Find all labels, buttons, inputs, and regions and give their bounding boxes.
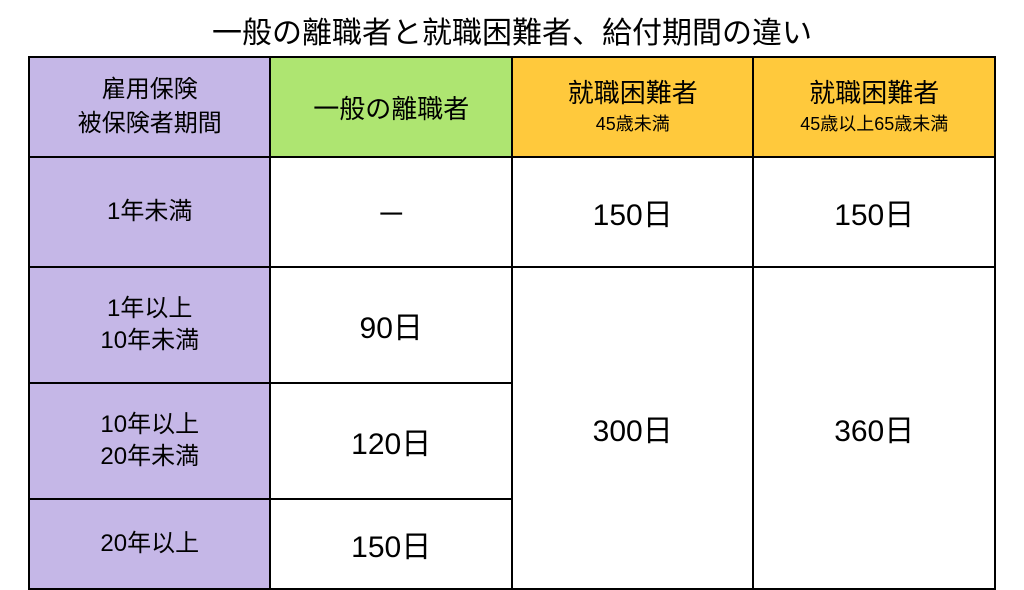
row-label-r3-line2: 20年未満: [100, 443, 199, 470]
table-header-row: 雇用保険 被保険者期間 一般の離職者 就職困難者 45歳未満 就職困難者 45歳…: [29, 57, 995, 157]
row-label-r3-line1: 10年以上: [100, 411, 199, 438]
cell-r1-diff-u45: 150日: [512, 157, 754, 267]
row-label-r3: 10年以上 20年未満: [29, 383, 270, 499]
page-title: 一般の離職者と就職困難者、給付期間の違い: [212, 8, 812, 52]
row-label-r2-line2: 10年未満: [100, 327, 199, 354]
header-difficult-u45-sub: 45歳未満: [513, 113, 753, 136]
row-label-r4-line1: 20年以上: [100, 530, 199, 557]
row-label-r1: 1年未満: [29, 157, 270, 267]
header-period-line2: 被保険者期間: [78, 110, 222, 137]
cell-r1-general: －: [270, 157, 512, 267]
header-difficult-o45-sub: 45歳以上65歳未満: [754, 113, 994, 136]
cell-r3-general: 120日: [270, 383, 512, 499]
header-period: 雇用保険 被保険者期間: [29, 57, 270, 157]
cell-r4-general: 150日: [270, 499, 512, 589]
row-label-r4: 20年以上: [29, 499, 270, 589]
header-period-line1: 雇用保険: [102, 76, 198, 103]
table-row: 1年未満 － 150日 150日: [29, 157, 995, 267]
cell-r1-diff-o45: 150日: [753, 157, 995, 267]
header-difficult-o45: 就職困難者 45歳以上65歳未満: [753, 57, 995, 157]
cell-r2-general: 90日: [270, 267, 512, 383]
row-label-r1-line1: 1年未満: [107, 198, 192, 225]
header-general: 一般の離職者: [270, 57, 512, 157]
header-difficult-u45-main: 就職困難者: [568, 78, 698, 108]
header-difficult-o45-main: 就職困難者: [809, 78, 939, 108]
header-difficult-u45: 就職困難者 45歳未満: [512, 57, 754, 157]
row-label-r2-line1: 1年以上: [107, 295, 192, 322]
cell-merged-diff-o45: 360日: [753, 267, 995, 589]
row-label-r2: 1年以上 10年未満: [29, 267, 270, 383]
cell-merged-diff-u45: 300日: [512, 267, 754, 589]
benefit-period-table: 雇用保険 被保険者期間 一般の離職者 就職困難者 45歳未満 就職困難者 45歳…: [28, 56, 996, 590]
table-row: 1年以上 10年未満 90日 300日 360日: [29, 267, 995, 383]
